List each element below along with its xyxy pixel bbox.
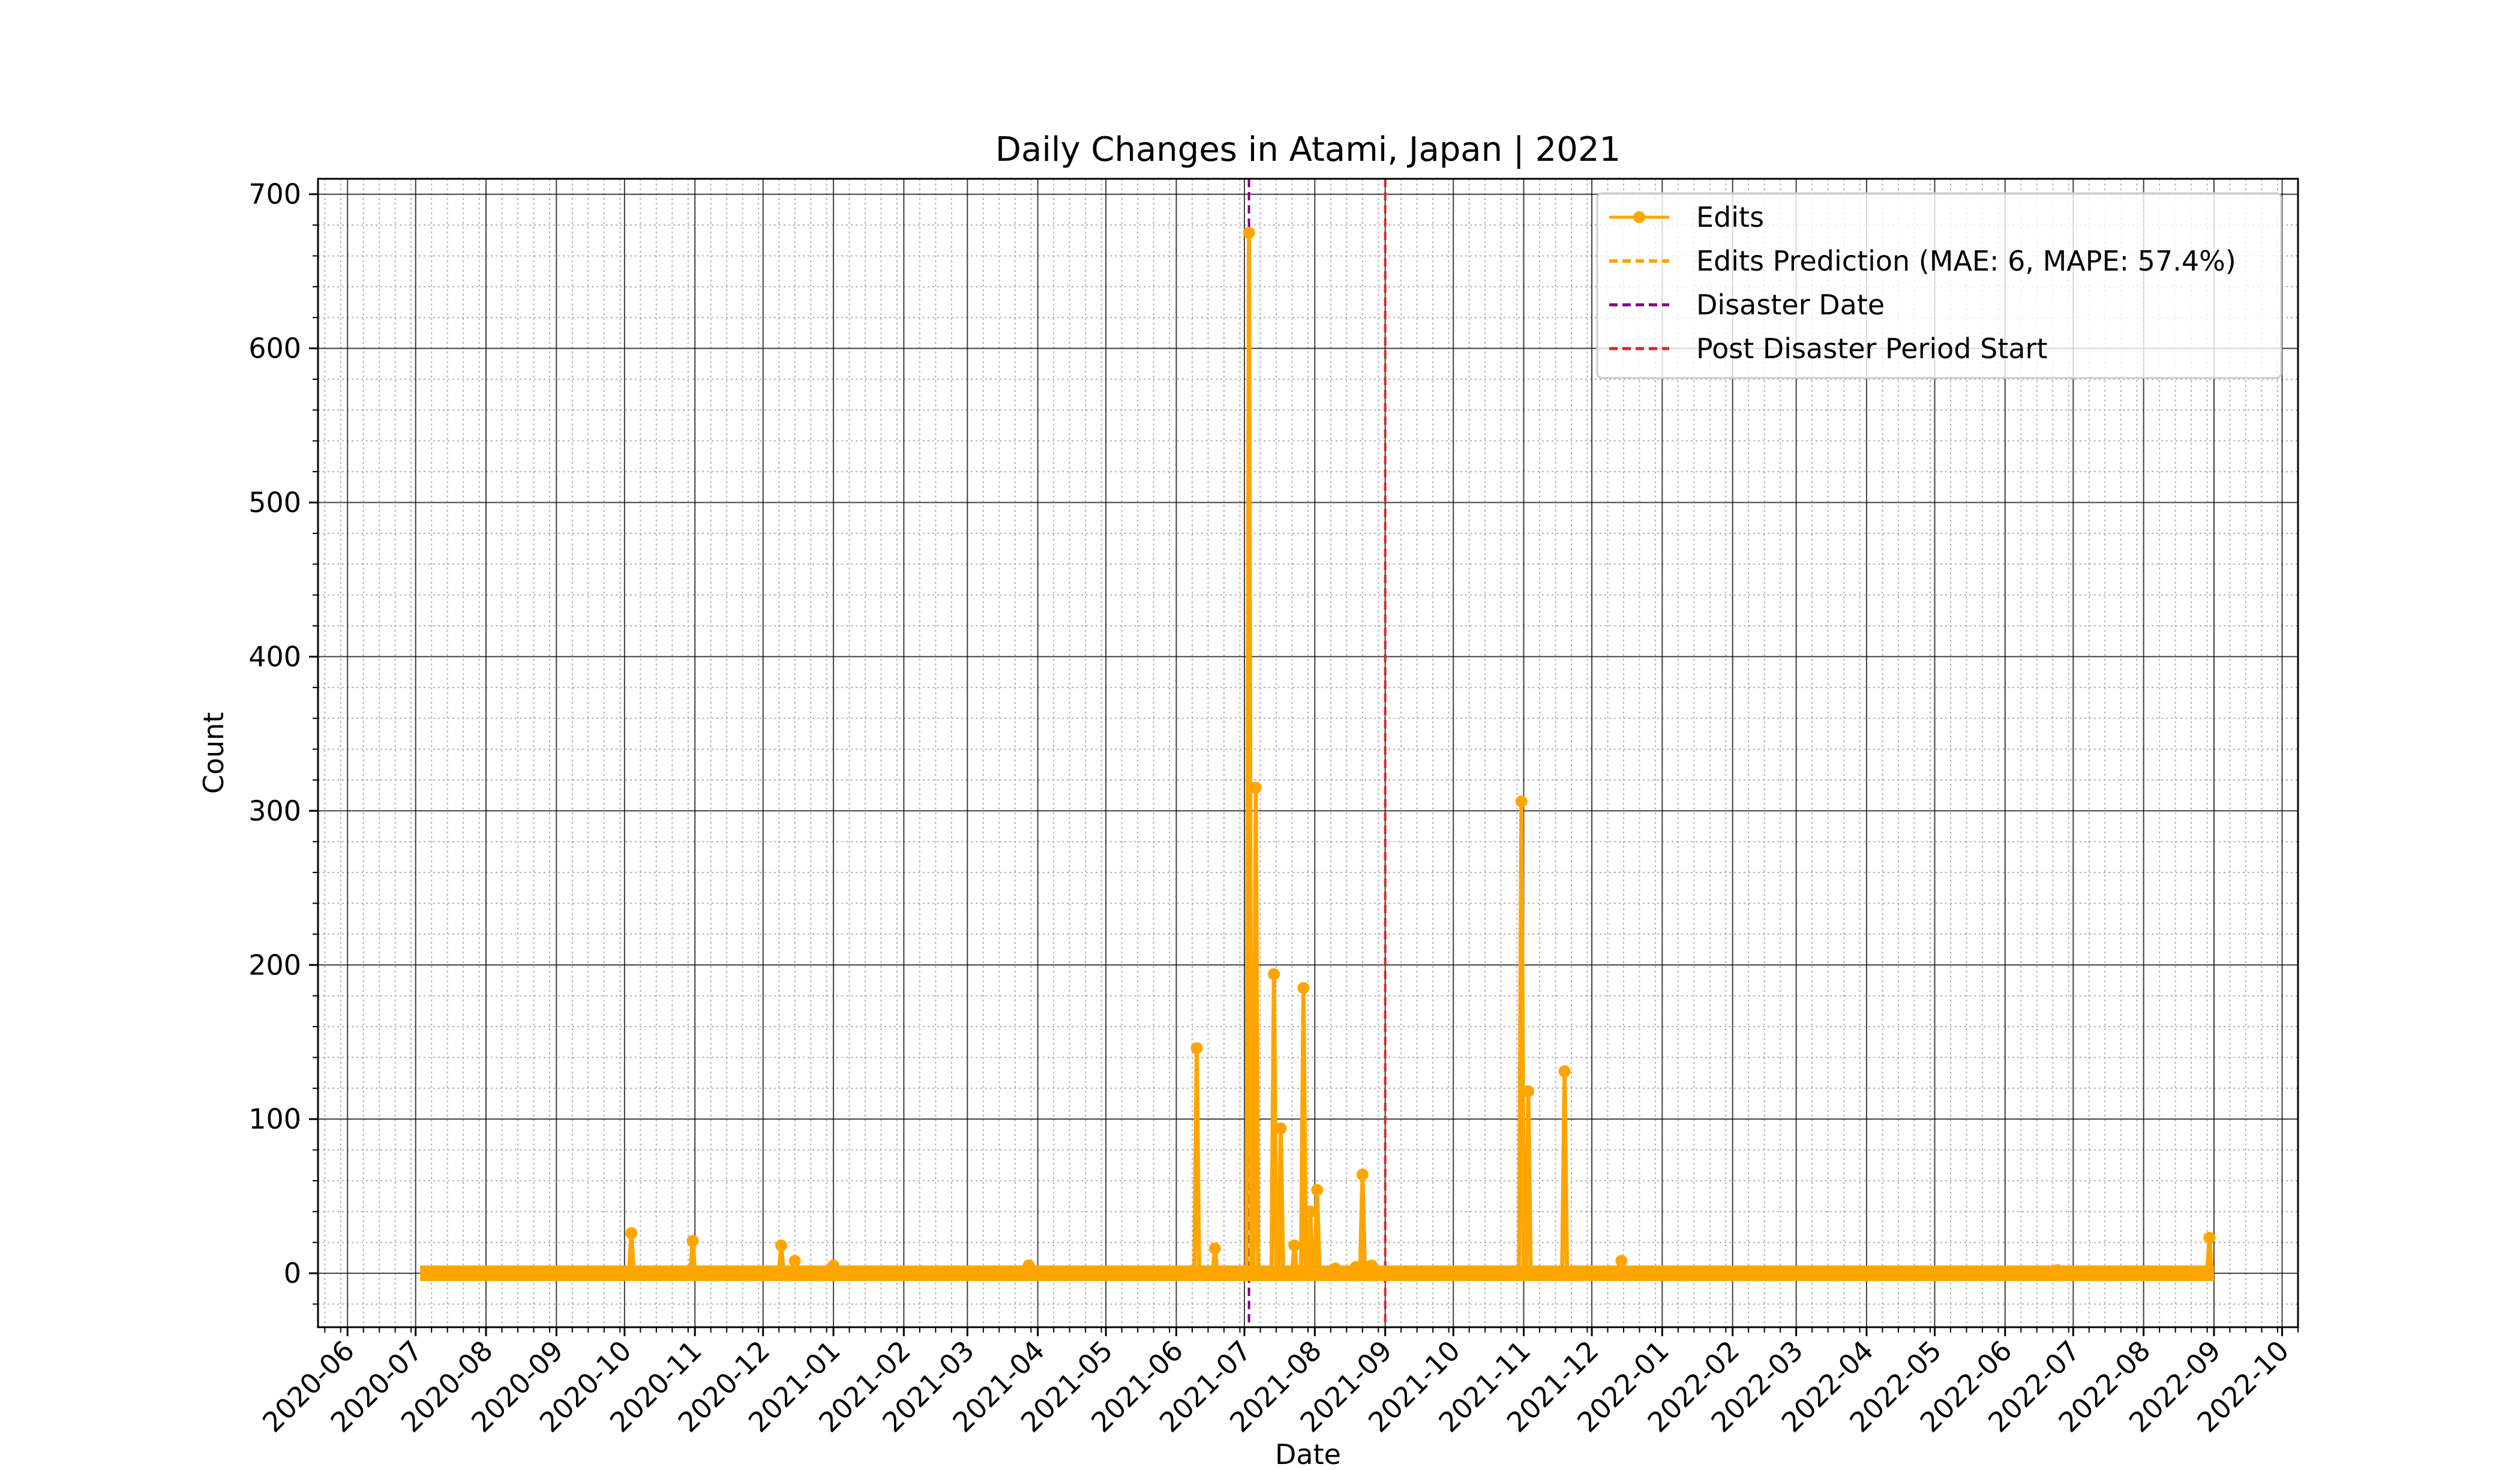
data-point: [1849, 1265, 1862, 1278]
data-point: [1349, 1261, 1362, 1273]
legend-marker: [1633, 211, 1645, 223]
data-point: [788, 1255, 801, 1267]
y-tick-label: 500: [248, 487, 301, 519]
y-axis-label: Count: [197, 712, 230, 794]
y-tick-label: 600: [248, 332, 301, 365]
data-point: [1208, 1242, 1221, 1255]
data-point: [1483, 1265, 1496, 1278]
legend: Edits Edits Prediction (MAE: 6, MAPE: 57.…: [1596, 192, 2282, 379]
data-point: [775, 1239, 788, 1252]
data-point: [827, 1259, 840, 1272]
data-point: [1522, 1085, 1535, 1097]
data-point: [1268, 968, 1280, 980]
legend-label: Edits Prediction (MAE: 6, MAPE: 57.4%): [1696, 245, 2236, 277]
legend-label: Edits: [1696, 201, 1764, 233]
data-point: [1190, 1042, 1203, 1054]
data-point: [1365, 1259, 1378, 1272]
data-point: [2051, 1264, 2063, 1276]
data-point: [1329, 1262, 1342, 1275]
data-point: [625, 1227, 638, 1240]
data-point: [1022, 1259, 1035, 1272]
data-point: [2203, 1231, 2216, 1244]
chart-title: Daily Changes in Atami, Japan | 2021: [995, 130, 1621, 169]
legend-box: [1596, 192, 2282, 379]
series-edits: [420, 226, 2216, 1282]
x-axis-label: Date: [1275, 1438, 1341, 1470]
plot-frame: [317, 178, 2299, 1328]
y-axis-ticks: 0 100 200 300 400 500 600 700: [248, 178, 318, 1289]
minor-grid: [313, 179, 2299, 1333]
y-tick-label: 300: [248, 794, 301, 827]
y-tick-label: 0: [284, 1257, 301, 1289]
data-point: [1288, 1239, 1301, 1252]
data-point: [1558, 1065, 1571, 1078]
data-point: [1297, 982, 1310, 994]
legend-label: Disaster Date: [1696, 289, 1885, 321]
data-point: [1515, 795, 1528, 808]
data-point: [1102, 1265, 1114, 1278]
y-tick-label: 200: [248, 949, 301, 981]
y-tick-label: 400: [248, 640, 301, 673]
data-point: [1243, 226, 1255, 239]
data-point: [1615, 1255, 1628, 1267]
data-point: [1249, 781, 1262, 794]
data-point: [1274, 1122, 1287, 1135]
data-point: [1356, 1168, 1369, 1181]
legend-label: Post Disaster Period Start: [1696, 332, 2048, 365]
data-point: [686, 1235, 699, 1247]
y-tick-label: 100: [248, 1103, 301, 1135]
data-point: [1304, 1205, 1316, 1218]
data-point: [1311, 1184, 1324, 1196]
y-tick-label: 700: [248, 178, 301, 211]
